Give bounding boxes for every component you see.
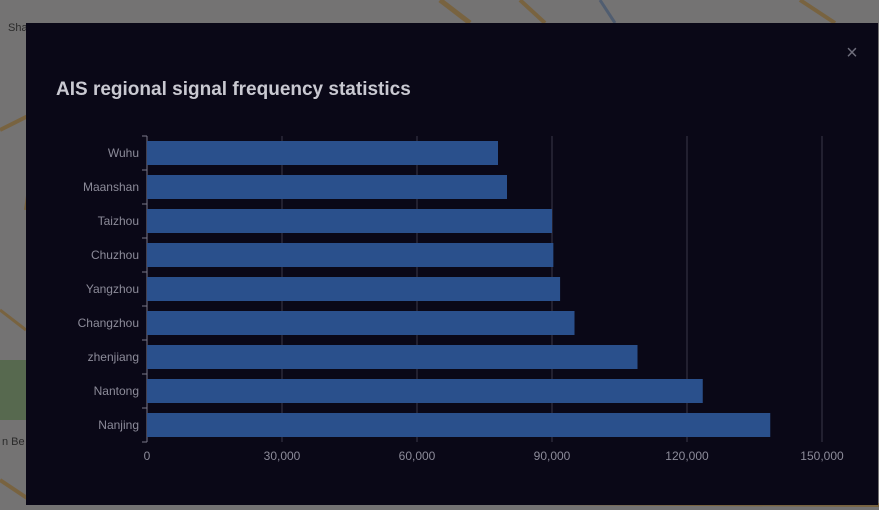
- x-tick-label: 60,000: [399, 449, 436, 463]
- map-label-top: Sha: [8, 22, 28, 34]
- x-tick-label: 0: [144, 449, 151, 463]
- y-tick-label: Chuzhou: [91, 248, 139, 262]
- y-tick-label: Changzhou: [78, 316, 139, 330]
- y-tick-label: Yangzhou: [86, 282, 139, 296]
- bar: [147, 311, 575, 335]
- bar-chart: Wuhu Maanshan Taizhou Chuzhou Yangzhou Changz…: [78, 135, 844, 463]
- map-label-bottom: n Be: [2, 436, 25, 448]
- y-tick-label: Maanshan: [83, 180, 139, 194]
- bar: [147, 379, 703, 403]
- y-tick-label: Wuhu: [108, 146, 139, 160]
- y-tick-label: Nantong: [94, 384, 139, 398]
- bar: [147, 243, 554, 267]
- bar: [147, 277, 561, 301]
- close-icon[interactable]: ×: [846, 42, 858, 64]
- x-tick-label: 30,000: [264, 449, 301, 463]
- bar: [147, 413, 771, 437]
- bar: [147, 345, 638, 369]
- x-tick-label: 150,000: [800, 449, 844, 463]
- y-tick-label: Nanjing: [98, 418, 139, 432]
- y-tick-label: Taizhou: [98, 214, 139, 228]
- x-tick-label: 90,000: [534, 449, 571, 463]
- bar: [147, 175, 507, 199]
- bar: [147, 209, 552, 233]
- chart-title: AIS regional signal frequency statistics: [56, 79, 411, 100]
- chart-modal: × AIS regional signal frequency statisti…: [26, 23, 878, 505]
- x-tick-label: 120,000: [665, 449, 709, 463]
- bar: [147, 141, 498, 165]
- y-tick-label: zhenjiang: [88, 350, 139, 364]
